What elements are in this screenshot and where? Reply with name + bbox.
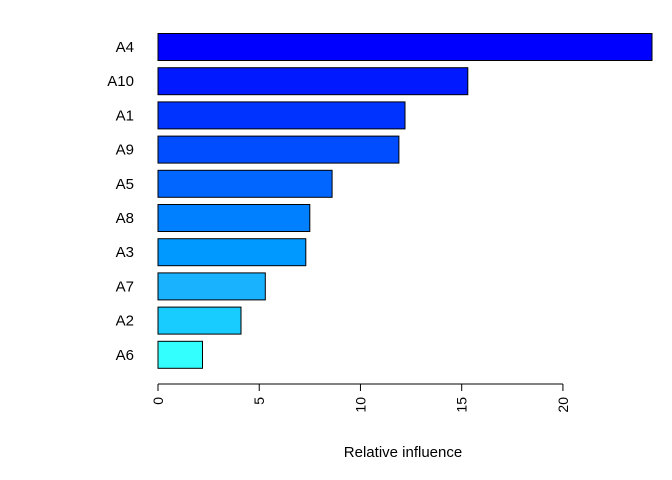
- bar-a9: [157, 135, 400, 164]
- bar-a10: [157, 67, 469, 96]
- x-axis: 0 5 10 15 20: [150, 383, 571, 413]
- x-tick-label-20: 20: [555, 397, 571, 413]
- x-axis-title: Relative influence: [344, 444, 462, 461]
- bar-a6: [157, 340, 203, 369]
- category-label-a10: A10: [107, 73, 134, 90]
- bar-a4: [157, 33, 653, 61]
- category-label-a9: A9: [116, 142, 134, 159]
- bar-a8: [157, 204, 311, 232]
- x-tick-label-15: 15: [454, 397, 470, 413]
- category-label-a8: A8: [116, 210, 134, 227]
- category-label-a7: A7: [116, 278, 134, 295]
- bar-a3: [157, 238, 307, 267]
- bars-group: [157, 33, 653, 369]
- category-label-a4: A4: [116, 39, 134, 56]
- bar-a7: [157, 272, 266, 301]
- x-tick-label-0: 0: [150, 397, 166, 405]
- category-label-a1: A1: [116, 107, 134, 124]
- category-label-a3: A3: [116, 244, 134, 261]
- bar-a1: [157, 101, 406, 130]
- x-tick-label-10: 10: [352, 397, 368, 413]
- category-label-a6: A6: [116, 347, 134, 364]
- category-label-a5: A5: [116, 176, 134, 193]
- bar-a2: [157, 306, 242, 335]
- x-tick-label-5: 5: [251, 397, 267, 405]
- bar-a5: [157, 169, 333, 198]
- category-labels: A4 A10 A1 A9 A5 A8 A3 A7 A2 A6: [107, 39, 134, 364]
- category-label-a2: A2: [116, 313, 134, 330]
